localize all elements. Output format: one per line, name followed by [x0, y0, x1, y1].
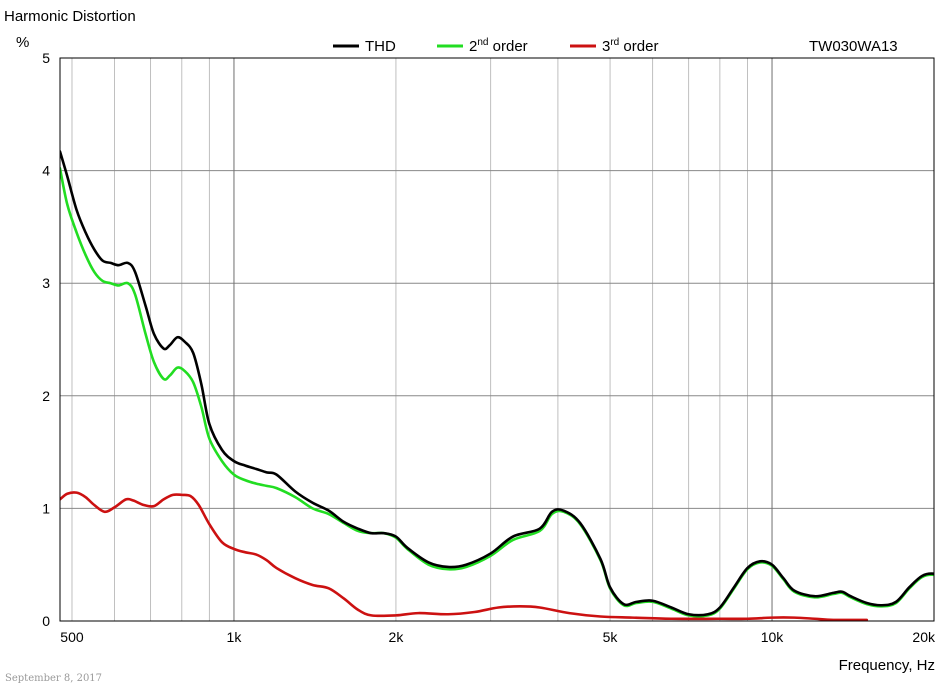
x-tick-label: 2k	[389, 629, 405, 645]
x-tick-label: 1k	[227, 629, 243, 645]
y-tick-label: 5	[42, 50, 50, 66]
x-tick-label: 10k	[761, 629, 785, 645]
x-tick-labels: 500 1k 2k 5k 10k 20k	[60, 629, 936, 645]
y-tick-label: 1	[42, 500, 50, 516]
minor-gridlines	[71, 58, 773, 621]
legend: THD 2nd order 3rd order	[333, 37, 658, 55]
x-tick-label: 500	[60, 629, 84, 645]
y-tick-label: 2	[42, 388, 50, 404]
series-line-2	[60, 167, 934, 618]
chart-title: Harmonic Distortion	[4, 8, 136, 25]
series-line-3	[60, 491, 869, 622]
major-gridlines	[60, 58, 934, 621]
y-tick-label: 4	[42, 163, 50, 179]
date-stamp: September 8, 2017	[5, 673, 102, 684]
x-tick-label: 5k	[603, 629, 619, 645]
model-label: TW030WA13	[809, 38, 898, 55]
y-axis-label: %	[16, 34, 29, 51]
legend-label-2: 2nd order	[469, 37, 528, 55]
x-axis-label: Frequency, Hz	[839, 657, 935, 674]
y-tick-label: 3	[42, 275, 50, 291]
legend-label-1: THD	[365, 38, 396, 55]
y-tick-labels: 0 1 2 3 4 5	[42, 50, 50, 629]
plot-frame	[59, 57, 935, 622]
y-tick-label: 0	[42, 613, 50, 629]
x-tick-label: 20k	[912, 629, 936, 645]
series-line-1	[60, 150, 934, 617]
legend-label-3: 3rd order	[602, 37, 658, 55]
series-lines	[60, 150, 934, 622]
